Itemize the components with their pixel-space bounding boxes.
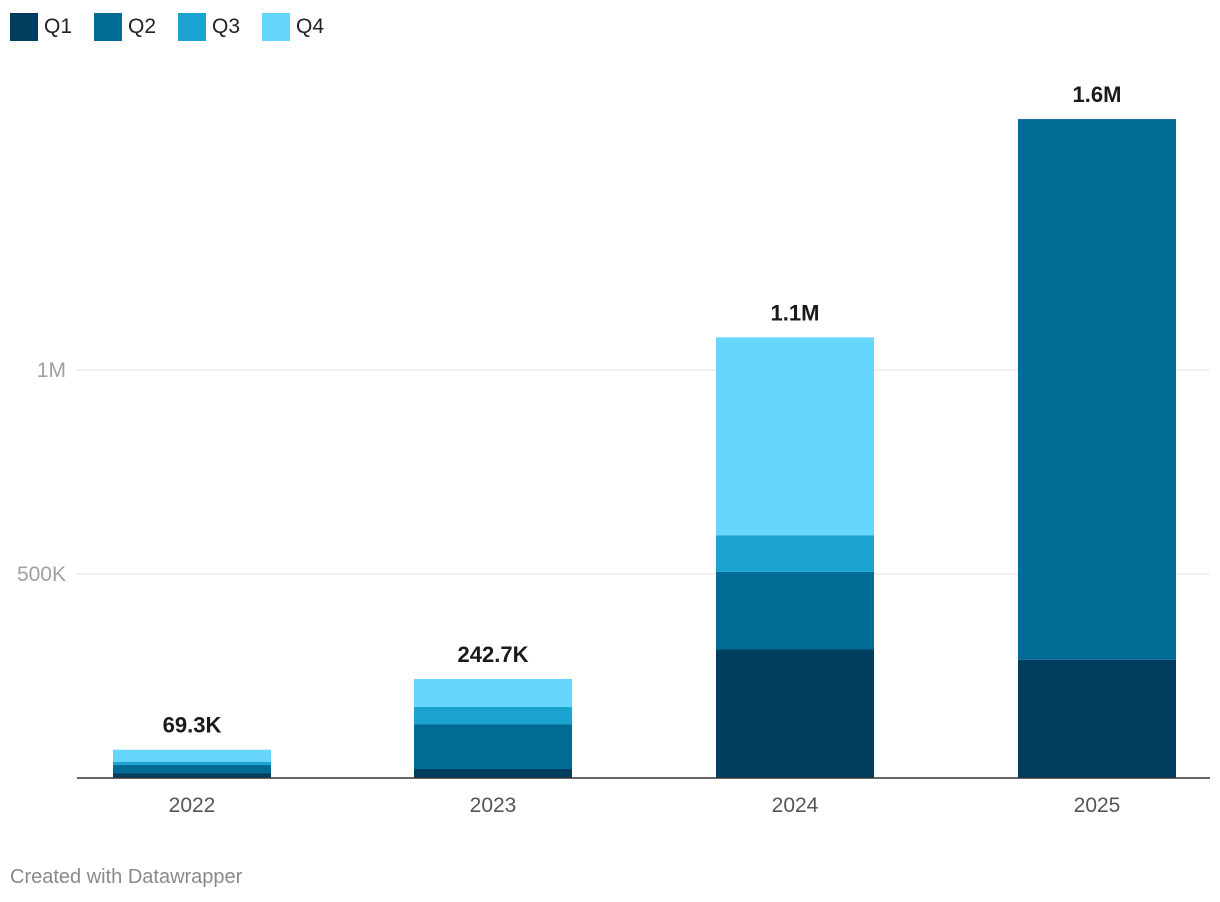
total-label-2025: 1.6M xyxy=(1073,82,1122,107)
bar-2025-q1 xyxy=(1018,659,1176,778)
bar-2022-q4 xyxy=(113,749,271,762)
bar-2024-q4 xyxy=(716,337,874,536)
legend-item-q1: Q1 xyxy=(10,13,72,41)
bar-2023-q4 xyxy=(414,678,572,708)
legend-item-q4: Q4 xyxy=(262,13,324,41)
x-tick-label-2022: 2022 xyxy=(169,794,216,817)
bar-2022-q1 xyxy=(113,773,271,778)
x-tick-label-2025: 2025 xyxy=(1074,794,1121,817)
legend-label-q3: Q3 xyxy=(212,15,241,38)
bar-2023-q3 xyxy=(414,707,572,725)
total-label-2023: 242.7K xyxy=(458,642,529,667)
bar-2022-q2 xyxy=(113,764,271,774)
bar-2023-q2 xyxy=(414,724,572,770)
legend-swatch-q3 xyxy=(178,13,207,41)
legend-label-q4: Q4 xyxy=(296,15,325,38)
legend-label-q1: Q1 xyxy=(44,15,73,38)
x-tick-label-2024: 2024 xyxy=(772,794,819,817)
y-tick-label-500k: 500K xyxy=(17,563,66,586)
bar-2024-q2 xyxy=(716,571,874,650)
legend-item-q3: Q3 xyxy=(178,13,240,41)
credit-link[interactable]: Created with Datawrapper xyxy=(10,866,243,888)
total-label-2022: 69.3K xyxy=(163,713,222,738)
legend-label-q2: Q2 xyxy=(128,15,157,38)
bar-2024-q1 xyxy=(716,649,874,778)
bar-2022-q3 xyxy=(113,761,271,765)
legend-item-q2: Q2 xyxy=(94,13,156,41)
bar-2024-q3 xyxy=(716,535,874,572)
legend-swatch-q2 xyxy=(94,13,123,41)
bar-2023-q1 xyxy=(414,769,572,778)
legend-swatch-q1 xyxy=(10,13,38,41)
legend-swatch-q4 xyxy=(262,13,291,41)
legend: Q1 Q2 Q3 Q4 xyxy=(10,13,346,41)
x-tick-label-2023: 2023 xyxy=(470,794,517,817)
bar-2025-q2 xyxy=(1018,119,1176,660)
y-tick-label-1m: 1M xyxy=(37,359,66,382)
total-label-2024: 1.1M xyxy=(771,300,820,325)
